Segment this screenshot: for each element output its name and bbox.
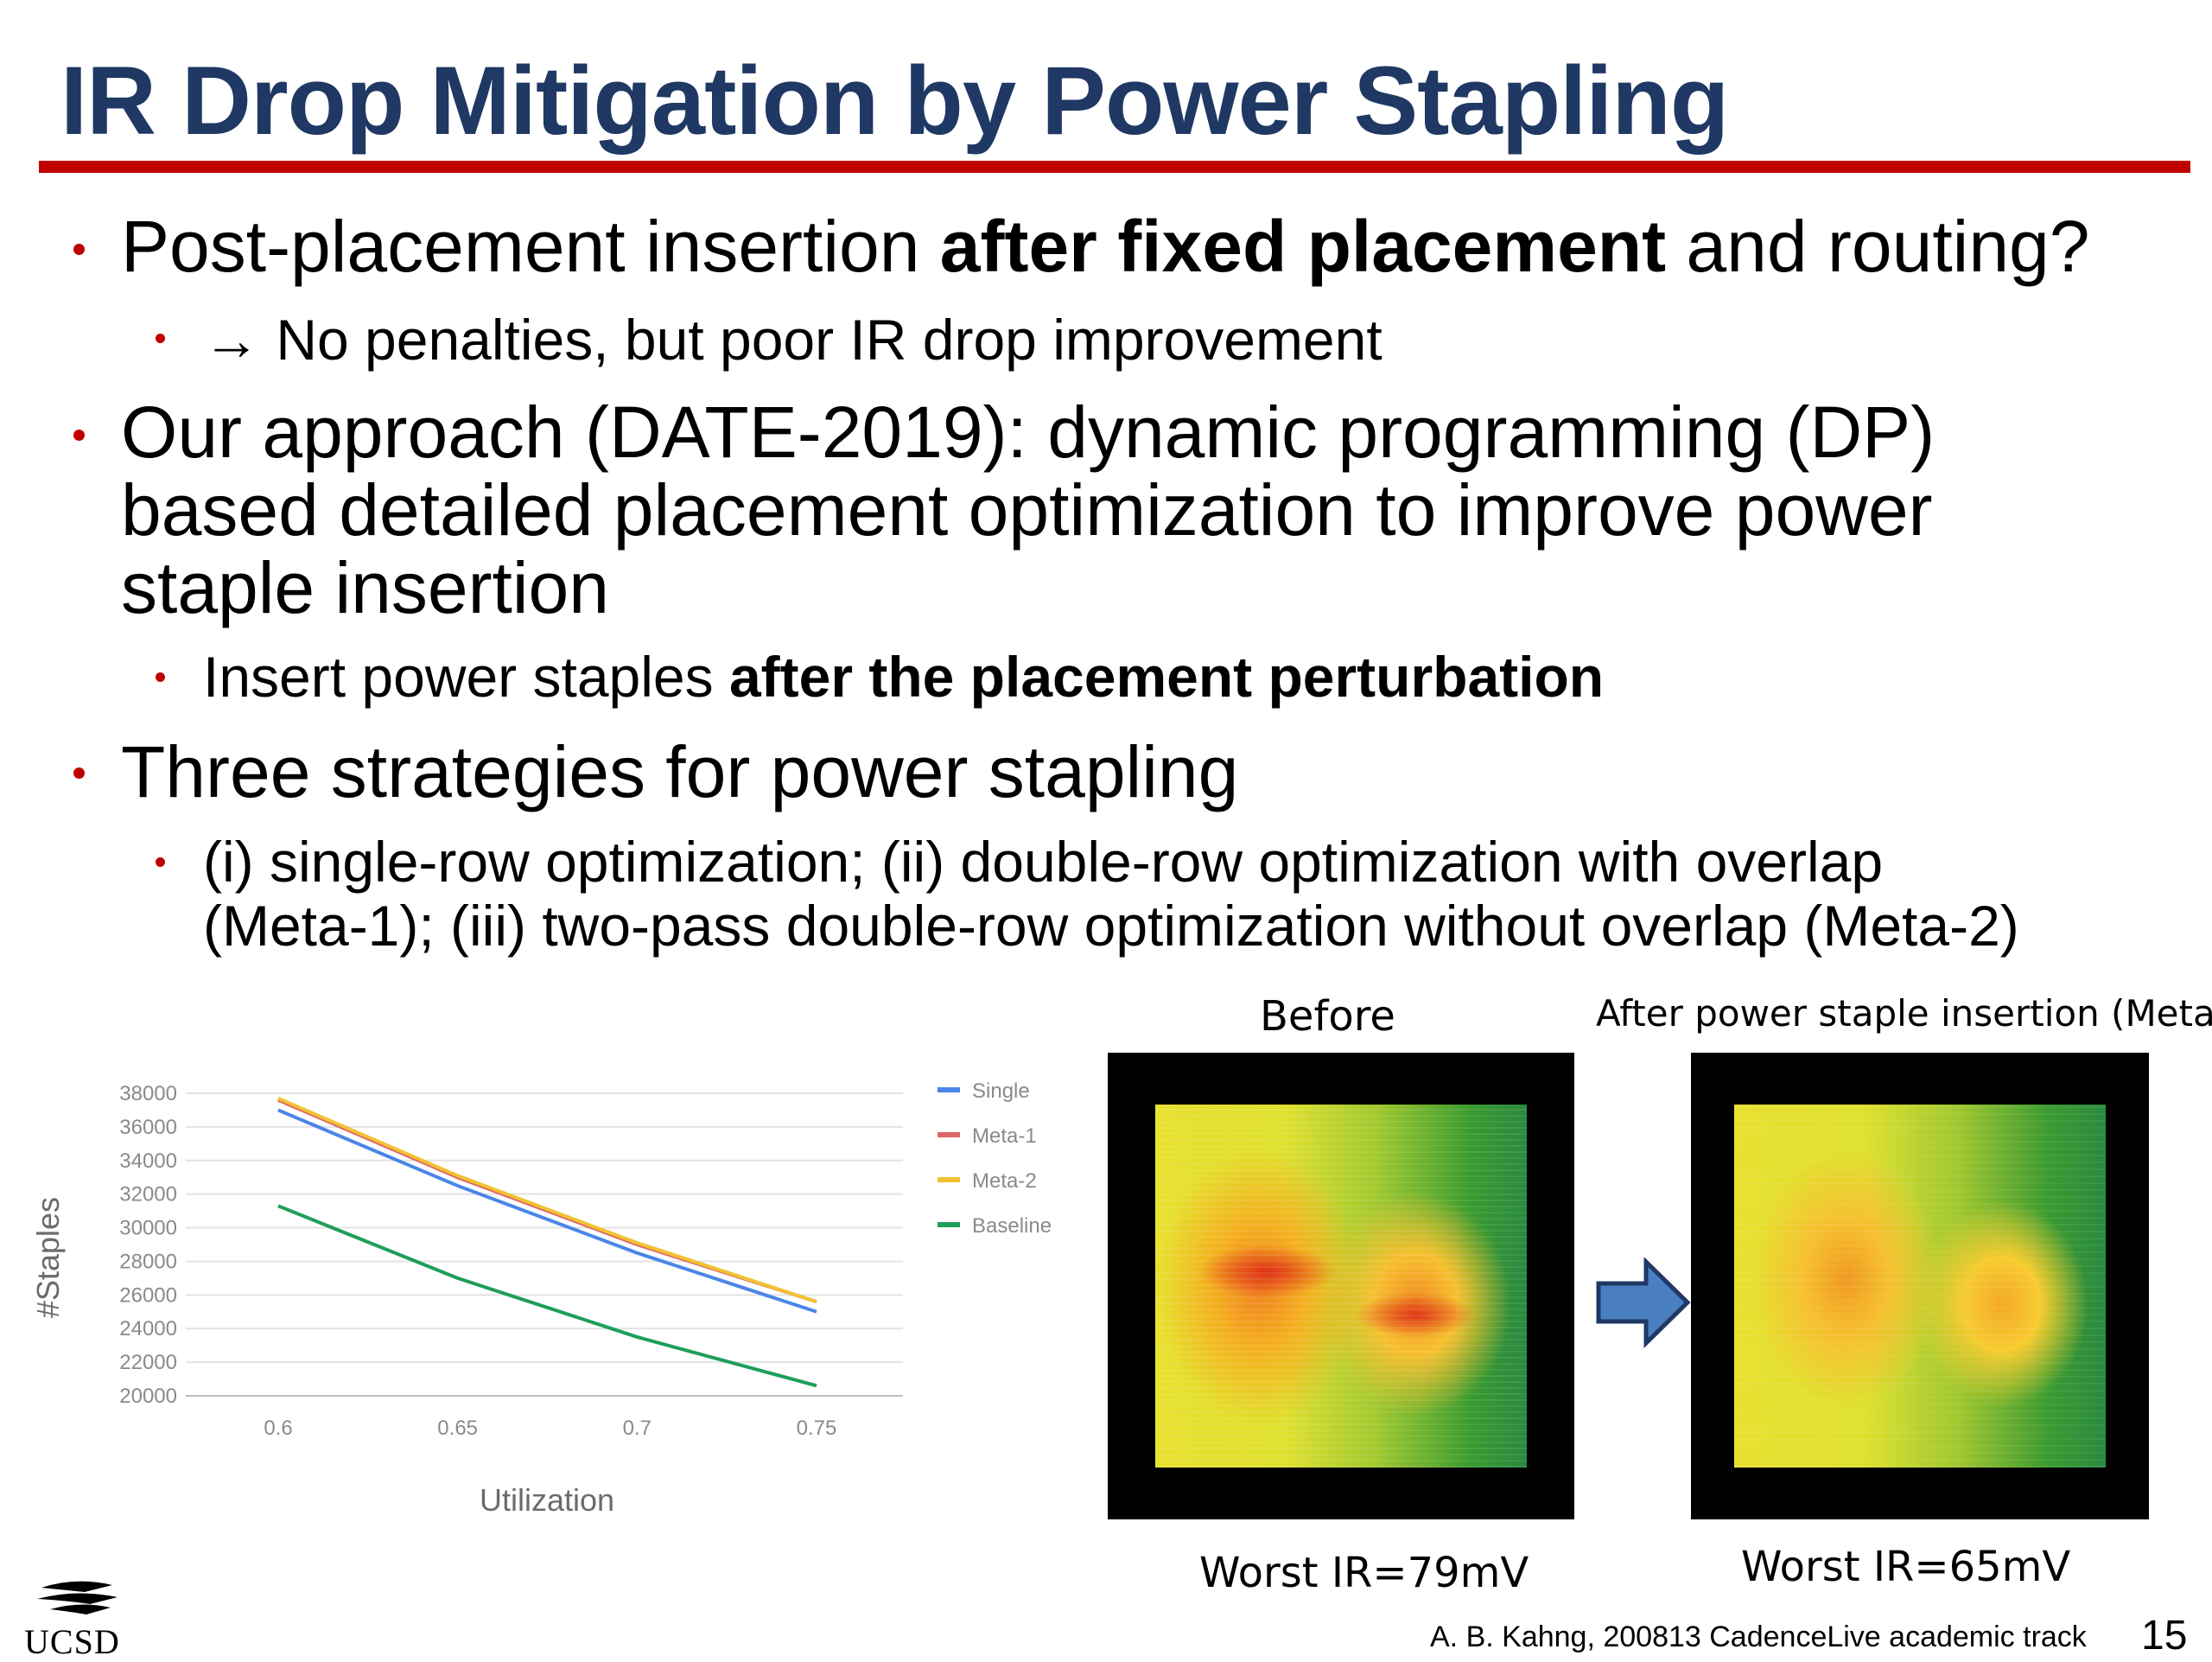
y-tick-label: 30000	[119, 1217, 177, 1240]
y-tick-label: 28000	[119, 1250, 177, 1273]
series-line-baseline	[277, 1204, 817, 1388]
y-tick-label: 20000	[119, 1385, 177, 1408]
y-tick-label: 38000	[119, 1082, 177, 1105]
series-line-meta-1	[277, 1098, 817, 1304]
staples-line-chart: 20000 22000 24000 26000 28000 30000 32000 34000…	[30, 1079, 1052, 1518]
bullet-dot	[156, 857, 165, 867]
y-tick-label: 26000	[119, 1283, 177, 1307]
bullet-2-line-1: Our approach (DATE-2019): dynamic progra…	[121, 392, 1936, 473]
bullet-dot	[156, 334, 165, 343]
after-worst-ir: Worst IR=65mV	[1741, 1543, 2071, 1591]
x-tick-label: 0.7	[623, 1417, 652, 1440]
x-tick-label: 0.75	[797, 1417, 837, 1440]
x-tick-label: 0.65	[437, 1417, 478, 1440]
y-tick-label: 22000	[119, 1351, 177, 1374]
bullet-3-1-line-1: (i) single-row optimization; (ii) double…	[203, 830, 1884, 894]
x-tick-label: 0.6	[264, 1417, 292, 1440]
series-line-single	[277, 1108, 817, 1314]
bullet-1-1: → No penalties, but poor IR drop improve…	[203, 308, 1382, 372]
bullet-dot	[73, 767, 85, 779]
after-label: After power staple insertion (Meta-2)	[1596, 992, 2212, 1035]
legend-swatch	[938, 1087, 960, 1092]
bullet-1: Post-placement insertion after fixed pla…	[121, 206, 2090, 287]
y-tick-label: 32000	[119, 1183, 177, 1207]
x-axis-label: Utilization	[480, 1482, 614, 1518]
y-tick-label: 24000	[119, 1317, 177, 1340]
legend-label: Baseline	[972, 1214, 1052, 1238]
title-underline	[39, 161, 2190, 173]
bullet-2-line-2: based detailed placement optimization to…	[121, 469, 1933, 551]
bullet-2-line-3: staple insertion	[121, 547, 609, 628]
bullet-3: Three strategies for power stapling	[121, 731, 1239, 812]
bullet-dot	[156, 672, 165, 682]
page-number: 15	[2141, 1613, 2188, 1659]
before-ir-heatmap	[1108, 1053, 1574, 1519]
y-tick-label: 34000	[119, 1149, 177, 1173]
arrow-right-icon	[1596, 1258, 1691, 1348]
y-tick-label: 36000	[119, 1116, 177, 1139]
after-ir-heatmap	[1691, 1053, 2149, 1519]
legend-label: Meta-2	[972, 1169, 1037, 1193]
slide-title: IR Drop Mitigation by Power Stapling	[60, 47, 1729, 155]
ucsd-logo-text: UCSD	[24, 1622, 120, 1661]
before-worst-ir: Worst IR=79mV	[1199, 1549, 1529, 1597]
footer-citation: A. B. Kahng, 200813 CadenceLive academic…	[1430, 1621, 2087, 1653]
legend-label: Meta-1	[972, 1124, 1037, 1148]
series-line-meta-2	[277, 1096, 817, 1304]
bullet-dot	[73, 244, 85, 255]
bullet-3-1-line-2: (Meta-1); (iii) two-pass double-row opti…	[203, 894, 2019, 958]
legend-swatch	[938, 1222, 960, 1227]
bullet-dot	[73, 430, 85, 441]
legend-swatch	[938, 1132, 960, 1137]
ucsd-logo-icon	[37, 1581, 118, 1614]
before-label: Before	[1260, 992, 1395, 1041]
legend-label: Single	[972, 1079, 1030, 1103]
y-axis-label: #Staples	[30, 1197, 66, 1318]
legend-swatch	[938, 1177, 960, 1182]
bullet-2-1: Insert power staples after the placement…	[203, 645, 1605, 709]
